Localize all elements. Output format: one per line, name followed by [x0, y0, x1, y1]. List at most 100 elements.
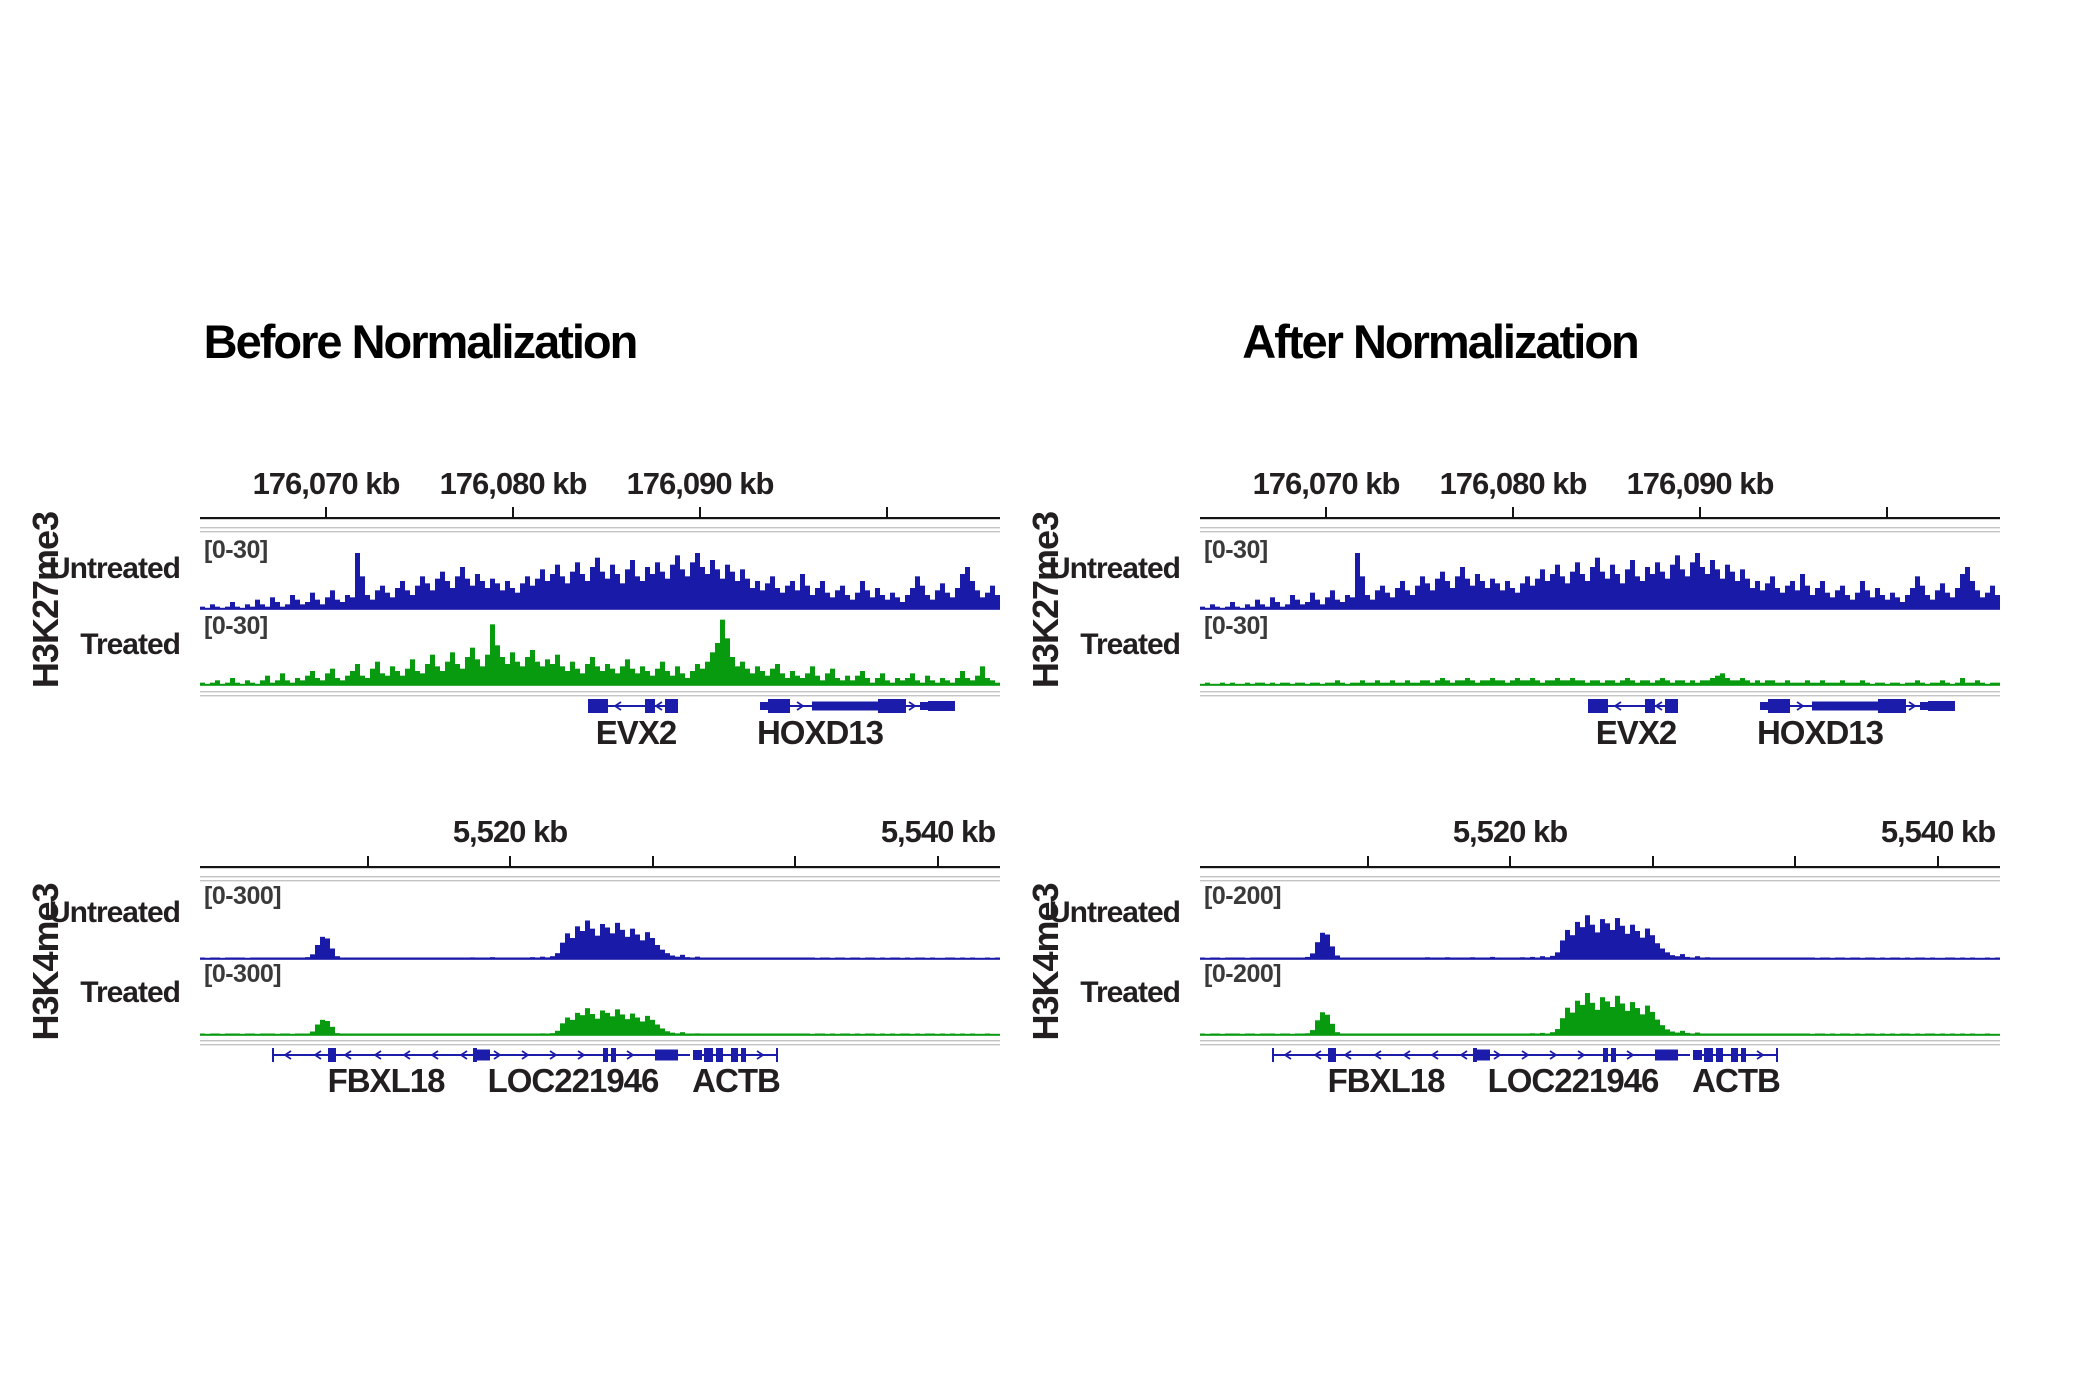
- coverage-bar: [1630, 560, 1635, 609]
- coverage-bar: [620, 666, 625, 685]
- coordinate-label: 5,540 kb: [1880, 814, 1996, 849]
- coverage-bar: [1515, 592, 1520, 609]
- coverage-bar: [1260, 604, 1265, 609]
- coverage-bar: [315, 678, 320, 685]
- track-range-label: [0-30]: [204, 536, 268, 564]
- coverage-bar: [1520, 583, 1525, 609]
- coverage-bar: [1720, 673, 1725, 685]
- track-separator: [200, 531, 1000, 533]
- coverage-bar: [415, 671, 420, 685]
- coverage-bar: [1535, 680, 1540, 685]
- coverage-bar: [690, 671, 695, 685]
- coverage-bar: [600, 924, 605, 959]
- gene-exon: [1731, 1048, 1738, 1062]
- coverage-bar: [230, 678, 235, 685]
- gene-label: LOC221946: [487, 1062, 660, 1099]
- coverage-bar: [475, 659, 480, 685]
- coverage-bar: [945, 592, 950, 609]
- track-name-untreated: Untreated: [48, 896, 181, 929]
- strand-arrow-icon: [1313, 1050, 1322, 1060]
- coverage-bar: [340, 602, 345, 609]
- coverage-bar: [395, 588, 400, 609]
- coverage-bar: [1685, 576, 1690, 609]
- coverage-bar: [1305, 602, 1310, 609]
- coverage-bar: [880, 595, 885, 609]
- coverage-bar: [1550, 1032, 1555, 1035]
- coverage-bar: [1785, 585, 1790, 609]
- coverage-bar: [905, 678, 910, 685]
- coverage-bar: [1625, 933, 1630, 959]
- coverage-bar: [270, 597, 275, 609]
- coverage-bar: [1850, 599, 1855, 609]
- coverage-bar: [1380, 585, 1385, 609]
- coverage-bar: [1695, 1032, 1700, 1035]
- coverage-bar: [705, 574, 710, 609]
- coverage-bar: [500, 590, 505, 609]
- coverage-bar: [330, 1026, 335, 1035]
- coverage-bar: [1960, 574, 1965, 609]
- coverage-bar: [915, 576, 920, 609]
- coverage-bar: [465, 657, 470, 685]
- coverage-bar: [805, 673, 810, 685]
- coverage-bar: [1745, 578, 1750, 609]
- coverage-bar: [660, 1028, 665, 1035]
- track-separator: [200, 691, 1000, 693]
- coverage-bar: [1505, 581, 1510, 609]
- coverage-bar: [1940, 680, 1945, 685]
- coverage-bar: [1440, 678, 1445, 685]
- coverage-bar: [425, 664, 430, 685]
- coverage-bar: [645, 567, 650, 609]
- gene-exon: [477, 1049, 490, 1061]
- coverage-bar: [630, 928, 635, 959]
- coverage-bar: [485, 588, 490, 609]
- coverage-bar: [470, 647, 475, 685]
- coverage-bar: [635, 1017, 640, 1035]
- coverage-bar: [1485, 680, 1490, 685]
- coverage-bar: [875, 678, 880, 685]
- coverage-bar: [895, 678, 900, 685]
- coverage-bar: [400, 581, 405, 609]
- coverage-bar: [1815, 588, 1820, 609]
- coverage-bar: [460, 567, 465, 609]
- coverage-bar: [350, 597, 355, 609]
- coverage-bar: [1460, 567, 1465, 609]
- coverage-bar: [980, 666, 985, 685]
- coverage-bar: [680, 954, 685, 959]
- coverage-bar: [310, 671, 315, 685]
- coverage-bar: [855, 675, 860, 685]
- coverage-bar: [1610, 680, 1615, 685]
- coverage-bar: [1820, 581, 1825, 609]
- coverage-bar: [590, 928, 595, 959]
- coverage-bar: [655, 562, 660, 609]
- strand-arrow-icon: [283, 1050, 292, 1060]
- coverage-bar: [1860, 680, 1865, 685]
- coverage-bar: [555, 1030, 560, 1035]
- coverage-bar: [360, 675, 365, 685]
- coverage-bar: [980, 597, 985, 609]
- coverage-bar: [1335, 1032, 1340, 1035]
- ruler-tick: [1652, 856, 1654, 866]
- coverage-bar: [740, 661, 745, 685]
- track-separator: [200, 527, 1000, 529]
- coverage-bar: [1620, 925, 1625, 959]
- coverage-bar: [245, 680, 250, 685]
- coverage-bar: [625, 569, 630, 609]
- coverage-bar: [920, 585, 925, 609]
- coverage-bar: [785, 585, 790, 609]
- coverage-bar: [1540, 569, 1545, 609]
- coverage-bar: [540, 666, 545, 685]
- coverage-bar: [1460, 680, 1465, 685]
- coverage-bar: [1915, 576, 1920, 609]
- coverage-bar: [1560, 940, 1565, 959]
- coverage-bar: [880, 673, 885, 685]
- coverage-bar: [780, 673, 785, 685]
- coverage-bar: [1310, 592, 1315, 609]
- gene-exon: [1693, 1050, 1702, 1060]
- gene-exon: [878, 699, 906, 713]
- coverage-bar: [630, 668, 635, 685]
- coordinate-label: 176,080 kb: [439, 466, 588, 501]
- gene-exon: [1878, 699, 1906, 713]
- gene-intron-line: [1588, 705, 1678, 707]
- coverage-bar: [1885, 599, 1890, 609]
- coverage-bar: [290, 595, 295, 609]
